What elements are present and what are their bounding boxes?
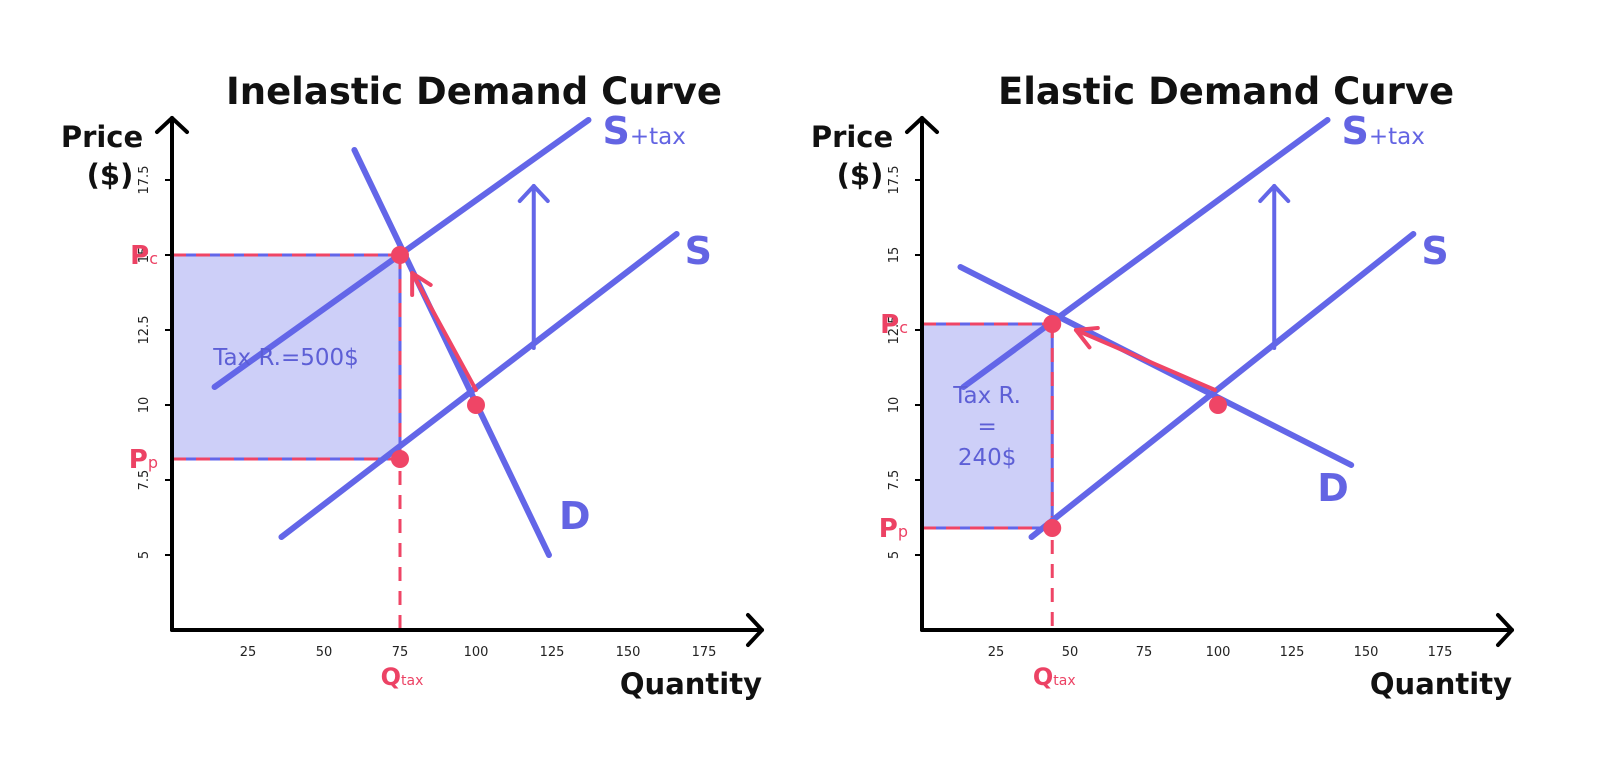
y-tick-label: 12.5: [887, 316, 902, 345]
x-tick-label: 100: [1206, 645, 1231, 660]
y-tick-label: 5: [137, 551, 152, 559]
supply-tax-curve: [960, 117, 1331, 390]
tax-shift-arrowhead: [517, 184, 550, 203]
y-tick-label: 17.5: [137, 166, 152, 195]
supply-label: S: [1421, 229, 1448, 273]
equilibrium-point: [1043, 519, 1062, 537]
supply-curve: [1028, 231, 1417, 540]
x-tick-label: 75: [392, 645, 409, 660]
equilibrium-point: [467, 396, 485, 414]
equilibrium-point: [391, 450, 409, 468]
x-axis-label: Quantity: [1370, 667, 1512, 701]
pp-label: Pp: [129, 445, 158, 475]
chart-elastic: Elastic Demand Curve 25 50 75 100 125 150 175 5…: [811, 70, 1514, 701]
x-axis-arrowhead: [1496, 613, 1514, 647]
y-axis-unit: ($): [87, 158, 134, 192]
equilibrium-point: [391, 246, 409, 264]
y-tick-label: 17.5: [887, 166, 902, 195]
chart-title: Elastic Demand Curve: [998, 70, 1454, 113]
x-tick-label: 125: [1280, 645, 1305, 660]
x-tick-label: 25: [240, 645, 257, 660]
demand-label: D: [1317, 466, 1349, 510]
y-tick-label: 7.5: [137, 470, 152, 491]
y-tick-label: 10: [887, 397, 902, 414]
equilibrium-point: [1043, 315, 1062, 333]
x-tick-label: 50: [316, 645, 333, 660]
y-tick-label: 12.5: [137, 316, 152, 345]
y-axis-arrowhead: [905, 116, 939, 134]
x-tick-label: 50: [1062, 645, 1079, 660]
y-axis-unit: ($): [837, 158, 884, 192]
y-tick-label: 15: [137, 247, 152, 264]
equilibrium-point: [1209, 396, 1227, 414]
equilibrium-shift-arrowhead: [410, 271, 433, 297]
y-tick-label: 7.5: [887, 470, 902, 491]
x-axis-arrowhead: [746, 613, 764, 647]
supply-label: S: [685, 229, 712, 273]
tax-revenue-area: [920, 322, 1054, 530]
pc-label: Pc: [130, 241, 158, 271]
tax-revenue-label: 240$: [958, 445, 1017, 471]
tax-revenue-area: [170, 253, 402, 461]
x-tick-label: 175: [692, 645, 717, 660]
x-tick-label: 150: [616, 645, 641, 660]
tax-revenue-label: =: [977, 414, 996, 440]
pc-label: Pc: [880, 310, 908, 340]
tax-shift-arrowhead: [1258, 184, 1291, 203]
equilibrium-shift-arrow: [1073, 328, 1218, 392]
tax-revenue-label: Tax R.: [952, 383, 1021, 409]
x-tick-label: 175: [1428, 645, 1453, 660]
y-axis-label: Price: [811, 120, 893, 154]
qtax-label: Qtax: [1033, 663, 1076, 691]
qtax-label: Qtax: [381, 663, 424, 691]
x-axis-label: Quantity: [620, 667, 762, 701]
demand-label: D: [559, 494, 591, 538]
x-tick-label: 100: [464, 645, 489, 660]
y-tick-label: 10: [137, 397, 152, 414]
x-tick-label: 125: [540, 645, 565, 660]
pp-label: Pp: [879, 514, 908, 544]
y-axis-arrowhead: [155, 116, 189, 134]
equilibrium-shift-arrow: [410, 271, 478, 392]
x-tick-label: 75: [1136, 645, 1153, 660]
chart-title: Inelastic Demand Curve: [226, 70, 722, 113]
supply-tax-label: S+tax: [602, 109, 685, 153]
demand-curve: [351, 147, 552, 558]
supply-tax-label: S+tax: [1342, 109, 1425, 153]
supply-curve: [278, 231, 680, 540]
y-tick-label: 15: [887, 247, 902, 264]
x-tick-label: 150: [1354, 645, 1379, 660]
y-tick-label: 5: [887, 551, 902, 559]
y-axis-label: Price: [61, 120, 143, 154]
x-tick-label: 25: [988, 645, 1005, 660]
tax-revenue-label: Tax R.=500$: [212, 345, 359, 371]
equilibrium-shift-arrowhead: [1073, 325, 1100, 350]
chart-inelastic: Inelastic Demand Curve 25 50 75 100 125 150 17…: [61, 70, 764, 701]
